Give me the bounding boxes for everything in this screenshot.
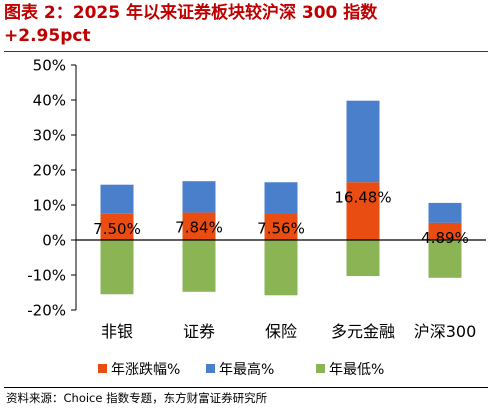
y-tick-label: 0% xyxy=(42,232,66,250)
x-tick-label: 非银 xyxy=(101,322,133,341)
bar-chart: 50% 40% 30% 20% 10% 0% -10% -20% 非银 证券 保险 多元金融 沪深30… xyxy=(27,57,486,378)
bar-segment-change xyxy=(428,222,462,240)
bar-segment-low xyxy=(182,240,216,292)
title-divider xyxy=(4,51,488,52)
legend-swatch xyxy=(206,364,215,373)
y-tick-label: 50% xyxy=(33,57,66,75)
x-axis: 非银 证券 保险 多元金融 沪深300 xyxy=(76,239,486,341)
y-tick-label: 10% xyxy=(33,197,66,215)
bar-segment-low xyxy=(428,240,462,278)
x-tick-label: 证券 xyxy=(183,322,215,341)
y-tick-label: 40% xyxy=(33,92,66,110)
y-tick-label: -20% xyxy=(27,302,66,320)
bar-segment-high xyxy=(428,202,462,223)
chart-title: 图表 2：2025 年以来证券板块较沪深 300 指数 +2.95pct xyxy=(4,2,488,48)
data-label: 7.84% xyxy=(175,219,223,237)
x-tick-label: 多元金融 xyxy=(331,322,395,341)
y-axis: 50% 40% 30% 20% 10% 0% -10% -20% xyxy=(27,57,77,320)
bar-segment-low xyxy=(100,240,134,295)
bar-segment-change xyxy=(346,182,380,240)
source-divider xyxy=(4,387,488,388)
bars xyxy=(100,100,462,296)
data-label: 7.50% xyxy=(93,220,141,238)
legend-swatch xyxy=(316,364,325,373)
y-tick-label: -10% xyxy=(27,267,66,285)
y-tick-label: 20% xyxy=(33,162,66,180)
bar-segment-change xyxy=(100,213,134,240)
y-tick-label: 30% xyxy=(33,127,66,145)
legend-label: 年最高% xyxy=(219,361,274,378)
data-label: 4.89% xyxy=(421,229,469,247)
chart-title-line-2: +2.95pct xyxy=(4,26,91,46)
bar-segment-high xyxy=(100,184,134,214)
bar-segment-low xyxy=(346,240,380,277)
bar-segment-low xyxy=(264,240,298,296)
x-tick-label: 沪深300 xyxy=(414,322,477,341)
legend-label: 年涨跌幅% xyxy=(111,362,180,378)
data-label: 16.48% xyxy=(334,188,391,206)
legend-swatch xyxy=(98,364,107,373)
bar-segment-high xyxy=(346,100,380,183)
data-label: 7.56% xyxy=(257,220,305,238)
source-note: 资料来源：Choice 指数专题，东方财富证券研究所 xyxy=(6,391,268,405)
legend: 年涨跌幅% 年最高% 年最低% xyxy=(98,361,384,378)
data-labels: 7.50% 7.84% 7.56% 16.48% 4.89% xyxy=(93,188,469,247)
bar-segment-high xyxy=(264,182,298,214)
x-tick-label: 保险 xyxy=(265,322,297,341)
bar-segment-high xyxy=(182,181,216,213)
bar-segment-change xyxy=(264,213,298,240)
chart-title-line-1: 图表 2：2025 年以来证券板块较沪深 300 指数 xyxy=(4,3,378,23)
legend-label: 年最低% xyxy=(329,362,384,378)
bar-segment-change xyxy=(182,212,216,240)
